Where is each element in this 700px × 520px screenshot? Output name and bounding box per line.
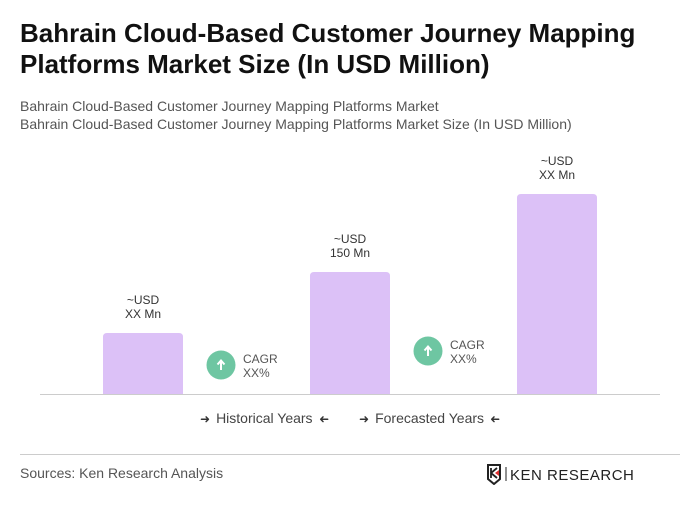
cagr-value: XX%	[450, 352, 477, 366]
sources: Sources: Ken Research Analysis	[20, 465, 224, 481]
bar-label: ~USD	[127, 293, 160, 307]
arrow-left-icon: ➜	[318, 412, 329, 426]
ken-research-logo: KEN RESEARCH	[487, 464, 634, 485]
bar	[517, 194, 597, 394]
subtitle: Bahrain Cloud-Based Customer Journey Map…	[20, 98, 439, 114]
arrow-right-icon: ➜	[200, 412, 211, 426]
page-title: Bahrain Cloud-Based Customer Journey Map…	[20, 18, 636, 79]
bar-label: ~USD	[541, 154, 574, 168]
legend-forecasted-label: Forecasted Years	[375, 410, 485, 426]
arrow-right-icon: ➜	[359, 412, 370, 426]
cagr-label: CAGR	[450, 338, 485, 352]
bar	[310, 272, 390, 394]
subtitle-2: Bahrain Cloud-Based Customer Journey Map…	[20, 116, 572, 132]
svg-text:KEN RESEARCH: KEN RESEARCH	[510, 467, 634, 484]
divider	[20, 454, 680, 455]
bar	[103, 333, 183, 394]
bar-label: XX Mn	[125, 307, 161, 321]
legend-historical: ➜ Historical Years ➜	[200, 410, 335, 426]
cagr-label: CAGR	[243, 352, 278, 366]
cagr-value: XX%	[243, 366, 270, 380]
bar-label: 150 Mn	[330, 246, 370, 260]
bar-label: ~USD	[334, 232, 367, 246]
bar-label: XX Mn	[539, 168, 575, 182]
legend-forecasted: ➜ Forecasted Years ➜	[359, 410, 506, 426]
arrow-left-icon: ➜	[490, 412, 501, 426]
arrow-up-icon	[216, 358, 226, 370]
arrow-up-icon	[423, 344, 433, 356]
legend-historical-label: Historical Years	[216, 410, 313, 426]
